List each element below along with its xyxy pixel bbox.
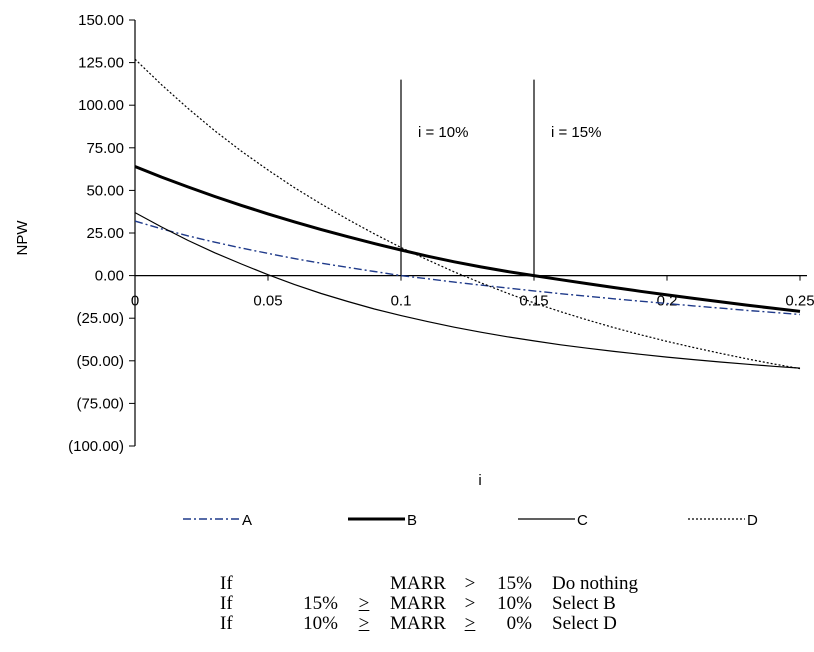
decision-cell: Do nothing [552, 573, 639, 594]
legend: A B C D [183, 512, 758, 529]
decision-cell: If [220, 593, 233, 614]
decision-cell: 0% [506, 613, 532, 634]
decision-cell: > [358, 593, 370, 614]
decision-cell: > [464, 593, 476, 614]
decision-cell: 10% [303, 613, 338, 634]
x-axis-ticks: 00.050.10.150.20.25 [131, 275, 814, 310]
legend-label-c: C [577, 512, 588, 529]
y-tick-label: 0.00 [95, 268, 124, 285]
x-tick-label: 0.05 [253, 293, 282, 310]
y-axis-label: NPW [14, 220, 31, 256]
series-line-d [135, 58, 801, 370]
decision-cell: MARR [390, 573, 446, 594]
axes [134, 20, 807, 446]
decision-line-label: i = 15% [551, 124, 601, 141]
y-tick-label: 75.00 [86, 140, 124, 157]
decision-cell: MARR [390, 613, 446, 634]
legend-label-d: D [747, 512, 758, 529]
decision-cell: MARR [390, 593, 446, 614]
decision-cell: If [220, 573, 233, 594]
decision-cell: > [464, 573, 476, 594]
series-line-c [135, 212, 801, 369]
decision-cell [286, 574, 338, 594]
x-tick-label: 0.1 [391, 293, 412, 310]
y-tick-label: 50.00 [86, 182, 124, 199]
npw-chart: NPW i 150.00 125.00 100.00 75.00 50.00 25.00 0… [14, 12, 814, 529]
y-tick-label: (25.00) [76, 310, 124, 327]
y-tick-label: 100.00 [78, 97, 124, 114]
decision-cell: If [220, 613, 233, 634]
decision-row: If MARR >15% Do nothing [220, 574, 638, 594]
legend-label-b: B [407, 512, 417, 529]
decision-table: If MARR >15% Do nothing If 15% > MARR >10% Select… [220, 574, 638, 634]
decision-cell [338, 574, 390, 594]
legend-label-a: A [242, 512, 252, 529]
x-tick-label: 0.25 [785, 293, 814, 310]
decision-cell: Select B [552, 593, 616, 614]
decision-row: If 10% > MARR >0% Select D [220, 614, 638, 634]
decision-cell: 15% [497, 573, 532, 594]
y-tick-label: 25.00 [86, 225, 124, 242]
x-tick-label: 0.15 [519, 293, 548, 310]
decision-cell: > [358, 613, 370, 634]
y-tick-label: (75.00) [76, 395, 124, 412]
y-tick-label: (50.00) [76, 353, 124, 370]
decision-row: If 15% > MARR >10% Select B [220, 594, 638, 614]
decision-cell: 15% [303, 593, 338, 614]
decision-cell: 10% [497, 593, 532, 614]
series-lines [135, 58, 801, 370]
y-tick-label: 150.00 [78, 12, 124, 29]
decision-cell: > [464, 613, 476, 634]
y-axis-ticks: 150.00 125.00 100.00 75.00 50.00 25.00 0.00 (25… [68, 12, 135, 455]
decision-lines: i = 10% i = 15% [400, 79, 601, 276]
series-line-b [135, 165, 801, 313]
y-tick-label: 125.00 [78, 55, 124, 72]
x-axis-label: i [478, 472, 481, 489]
y-tick-label: (100.00) [68, 438, 124, 455]
series-line-a [135, 220, 801, 316]
decision-cell: Select D [552, 613, 617, 634]
decision-line-label: i = 10% [418, 124, 468, 141]
